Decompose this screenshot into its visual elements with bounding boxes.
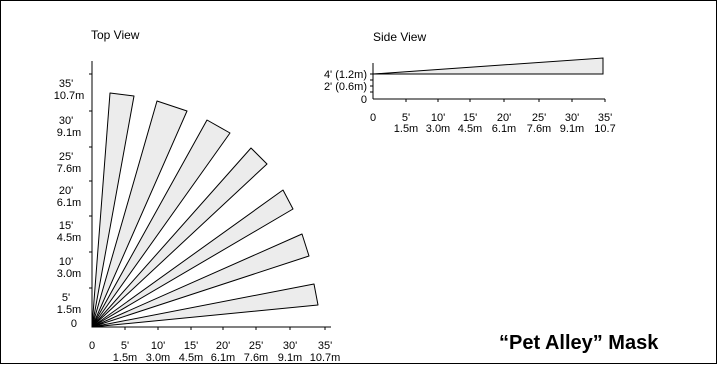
side-x-tick-label-metric: 9.1m bbox=[560, 123, 584, 135]
detection-zone bbox=[91, 147, 268, 328]
detection-zone bbox=[91, 92, 135, 328]
side-view-title: Side View bbox=[373, 30, 426, 44]
detection-zone bbox=[91, 189, 294, 328]
y-tick-label: 15' bbox=[59, 220, 73, 232]
side-view-zone bbox=[372, 57, 604, 75]
y-tick-label-metric: 6.1m bbox=[57, 197, 81, 209]
x-tick-label: 10' bbox=[151, 340, 165, 352]
side-x-tick-label-metric: 7.6m bbox=[527, 123, 551, 135]
side-x-tick-label: 5' bbox=[402, 112, 410, 124]
side-x-tick-label: 0 bbox=[370, 112, 376, 124]
side-view-height-label: 2' (0.6m) bbox=[324, 81, 367, 93]
side-x-tick-label-metric: 10.7 bbox=[594, 123, 615, 135]
x-tick-label-metric: 6.1m bbox=[211, 352, 235, 364]
side-x-tick-label: 10' bbox=[431, 112, 445, 124]
top-view-y-ticks: 0 5'1.5m 10'3.0m 15'4.5m 20'6.1m 25'7.6m 30'9.… bbox=[54, 73, 92, 330]
y-tick-label: 20' bbox=[59, 185, 73, 197]
side-x-tick-label-metric: 4.5m bbox=[458, 123, 482, 135]
y-tick-label: 5' bbox=[62, 292, 70, 304]
top-view-title: Top View bbox=[91, 28, 140, 42]
y-tick-label-metric: 4.5m bbox=[57, 232, 81, 244]
y-tick-label: 35' bbox=[59, 78, 73, 90]
detection-zone bbox=[91, 119, 231, 328]
side-x-tick-label: 35' bbox=[598, 112, 612, 124]
y-tick-label-metric: 10.7m bbox=[54, 90, 85, 102]
y-tick-label-metric: 7.6m bbox=[57, 163, 81, 175]
x-tick-label-metric: 7.6m bbox=[244, 352, 268, 364]
y-tick-label-metric: 1.5m bbox=[57, 304, 81, 316]
x-tick-label: 25' bbox=[249, 340, 263, 352]
top-view: Top View 05'1.5m10'3.0m15'4.5m20'6.1m25'… bbox=[54, 28, 341, 364]
side-x-tick-label: 30' bbox=[565, 112, 579, 124]
x-tick-label: 0 bbox=[89, 340, 95, 352]
side-view-height-label: 4' (1.2m) bbox=[324, 69, 367, 81]
x-tick-label-metric: 1.5m bbox=[113, 352, 137, 364]
y-tick-label-metric: 9.1m bbox=[57, 127, 81, 139]
x-tick-label-metric: 9.1m bbox=[278, 352, 302, 364]
side-view-height-label: 0 bbox=[361, 94, 367, 106]
side-view: Side View 4' (1.2m) 2' (0.6m) 0 0 5'1.5m 1… bbox=[324, 30, 616, 135]
y-tick-label: 0 bbox=[71, 318, 77, 330]
side-x-tick-label-metric: 1.5m bbox=[394, 123, 418, 135]
x-tick-label: 5' bbox=[121, 340, 129, 352]
side-x-tick-label: 15' bbox=[463, 112, 477, 124]
detection-zone bbox=[91, 233, 310, 328]
x-tick-label-metric: 4.5m bbox=[179, 352, 203, 364]
y-tick-label-metric: 3.0m bbox=[57, 268, 81, 280]
x-tick-label-metric: 10.7m bbox=[310, 352, 341, 364]
y-tick-label: 30' bbox=[59, 115, 73, 127]
x-tick-label: 30' bbox=[283, 340, 297, 352]
side-x-tick-label-metric: 6.1m bbox=[492, 123, 516, 135]
top-view-x-ticks: 0 5'1.5m 10'3.0m 15'4.5m 20'6.1m 25'7.6m 30'9.… bbox=[89, 327, 340, 364]
x-tick-label: 35' bbox=[318, 340, 332, 352]
detection-zone bbox=[91, 100, 188, 328]
side-x-tick-label: 25' bbox=[532, 112, 546, 124]
mask-title: “Pet Alley” Mask bbox=[499, 332, 659, 354]
detection-zone bbox=[91, 283, 319, 328]
x-tick-label-metric: 3.0m bbox=[146, 352, 170, 364]
x-tick-label: 15' bbox=[184, 340, 198, 352]
y-tick-label: 25' bbox=[59, 151, 73, 163]
side-x-tick-label: 20' bbox=[497, 112, 511, 124]
x-tick-label: 20' bbox=[216, 340, 230, 352]
y-tick-label: 10' bbox=[59, 256, 73, 268]
side-x-tick-label-metric: 3.0m bbox=[426, 123, 450, 135]
top-view-zones bbox=[91, 92, 319, 328]
side-view-x-ticks: 0 5'1.5m 10'3.0m 15'4.5m 20'6.1m 25'7.6m 30'9.… bbox=[370, 99, 616, 135]
